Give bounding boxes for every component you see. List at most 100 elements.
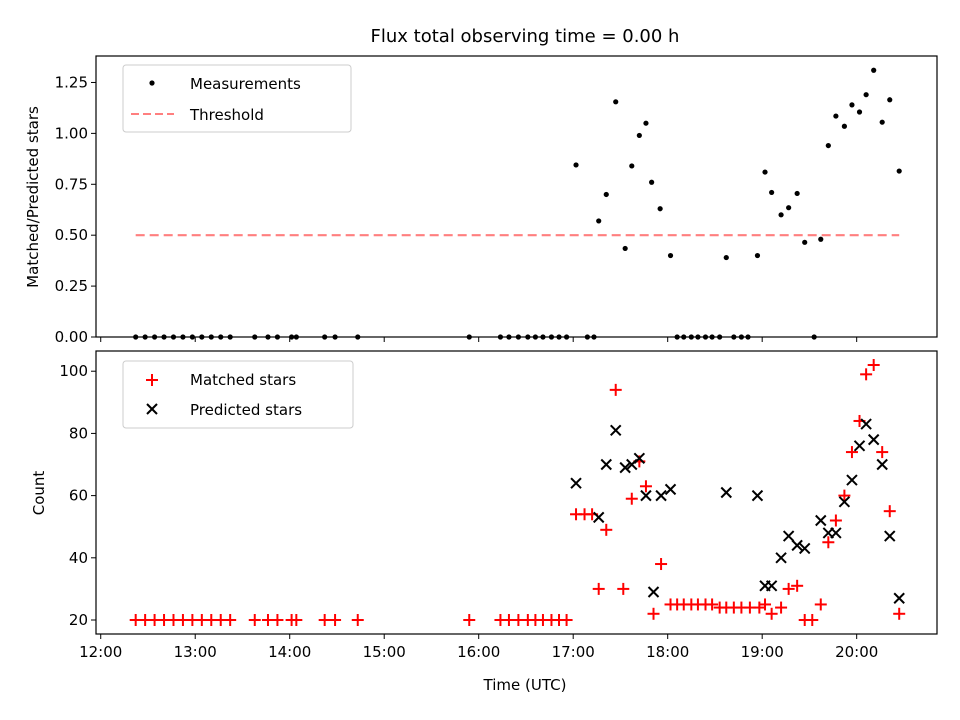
legend-matched-label: Matched stars xyxy=(190,371,296,389)
top-y-tick-label: 0.00 xyxy=(55,328,88,346)
bottom-y-tick-label: 60 xyxy=(69,487,88,505)
bottom-y-tick-label: 80 xyxy=(69,424,88,442)
matched-stars-point xyxy=(463,614,476,627)
predicted-stars-point xyxy=(860,418,872,430)
bottom-x-tick-label: 12:00 xyxy=(79,643,122,661)
legend-measurements-marker xyxy=(149,80,155,86)
measurements-point xyxy=(723,254,729,261)
legend-threshold-label: Threshold xyxy=(189,106,264,124)
predicted-stars-point xyxy=(893,592,905,604)
measurements-point xyxy=(786,205,792,211)
matched-stars-point xyxy=(782,582,795,595)
predicted-stars-point xyxy=(867,433,880,446)
bottom-x-tick-label: 15:00 xyxy=(363,643,406,661)
bottom-x-tick-label: 18:00 xyxy=(646,643,689,661)
bottom-x-tick-label: 13:00 xyxy=(174,643,217,661)
legend-predicted-marker xyxy=(146,403,158,415)
measurements-point xyxy=(603,191,609,198)
top-panel: 0.00 0.25 0.50 0.75 1.00 1.25 Matched/Predict… xyxy=(24,55,938,346)
legend-predicted-label: Predicted stars xyxy=(190,401,302,419)
matched-stars-point xyxy=(759,598,772,611)
x-axis-label: Time (UTC) xyxy=(483,676,567,694)
predicted-stars-point xyxy=(838,496,851,508)
predicted-stars-point xyxy=(640,489,652,502)
measurements-point xyxy=(643,120,649,126)
matched-stars-point xyxy=(860,368,873,381)
measurements-point xyxy=(871,67,877,73)
matched-stars-point xyxy=(647,607,660,620)
measurements-point xyxy=(762,169,768,175)
matched-stars-point xyxy=(867,358,880,371)
top-legend-box xyxy=(122,64,352,133)
matched-stars-point xyxy=(845,446,858,459)
predicted-stars-point xyxy=(799,542,811,555)
legend-measurements-label: Measurements xyxy=(190,75,301,93)
measurements-point xyxy=(802,239,808,245)
predicted-stars-point xyxy=(619,461,631,474)
measurements-point xyxy=(841,123,847,129)
matched-stars-point xyxy=(224,614,237,627)
measurements-point xyxy=(896,168,902,174)
top-axes-frame xyxy=(95,55,938,338)
top-y-axis: 0.00 0.25 0.50 0.75 1.00 1.25 xyxy=(55,73,96,346)
measurements-point xyxy=(833,113,839,119)
bottom-x-tick-label: 19:00 xyxy=(741,643,784,661)
measurements-point xyxy=(818,236,824,242)
measurements-point xyxy=(849,102,855,108)
measurements-point xyxy=(769,189,775,196)
matched-stars-point xyxy=(655,558,668,571)
predicted-stars-point xyxy=(775,552,787,564)
predicted-stars-point xyxy=(815,514,827,527)
matched-stars-point xyxy=(829,514,842,527)
matched-stars-point xyxy=(351,614,364,627)
matched-stars-point xyxy=(609,383,622,396)
measurements-point xyxy=(879,119,885,125)
matched-stars-point xyxy=(883,505,896,518)
matched-stars-point xyxy=(791,579,804,592)
measurements-point xyxy=(636,132,642,139)
matched-stars-point xyxy=(765,607,778,620)
matched-stars-point xyxy=(592,582,605,595)
matched-stars-point xyxy=(248,614,261,627)
predicted-stars-point xyxy=(664,483,677,496)
measurements-point xyxy=(856,109,863,115)
top-y-axis-label: Matched/Predicted stars xyxy=(24,106,42,288)
predicted-stars-point xyxy=(655,489,667,502)
measurements-point xyxy=(667,252,674,259)
bottom-y-axis: 20 40 60 80 100 xyxy=(59,362,96,629)
measurements-point xyxy=(573,162,579,168)
predicted-stars-point xyxy=(782,530,795,542)
measurements-point xyxy=(657,206,663,212)
bottom-legend: Matched stars Predicted stars xyxy=(122,360,354,429)
matched-stars-point xyxy=(560,614,573,627)
predicted-stars-point xyxy=(830,527,842,539)
matched-stars-point xyxy=(290,614,303,627)
matched-stars-point xyxy=(893,607,906,620)
predicted-stars-point xyxy=(600,458,612,471)
measurements-point xyxy=(887,97,893,103)
top-x-axis xyxy=(100,337,858,342)
matched-stars-point xyxy=(318,614,331,627)
measurements-point xyxy=(629,163,635,169)
bottom-y-tick-label: 20 xyxy=(69,611,88,629)
measurements-point xyxy=(596,218,602,224)
matched-stars-point xyxy=(838,489,851,502)
matched-stars-point xyxy=(706,598,719,611)
measurements-point xyxy=(825,142,831,149)
matched-stars-point xyxy=(617,582,630,595)
matched-stars-point xyxy=(600,523,613,536)
bottom-x-tick-label: 16:00 xyxy=(457,643,500,661)
top-plot-marks xyxy=(133,67,902,340)
top-y-tick-label: 0.50 xyxy=(55,226,88,244)
bottom-legend-box xyxy=(122,360,354,429)
bottom-y-tick-label: 40 xyxy=(69,549,88,567)
predicted-stars-point xyxy=(884,530,896,542)
predicted-stars-point xyxy=(765,580,778,592)
bottom-y-tick-label: 100 xyxy=(59,362,88,380)
bottom-panel: 20 40 60 80 100 12:00 13:00 14:00 15:00 16:00 17:… xyxy=(30,350,938,694)
bottom-plot-marks xyxy=(129,358,906,627)
bottom-x-tick-label: 17:00 xyxy=(552,643,595,661)
measurements-point xyxy=(794,190,800,197)
legend-matched-marker xyxy=(146,374,158,386)
